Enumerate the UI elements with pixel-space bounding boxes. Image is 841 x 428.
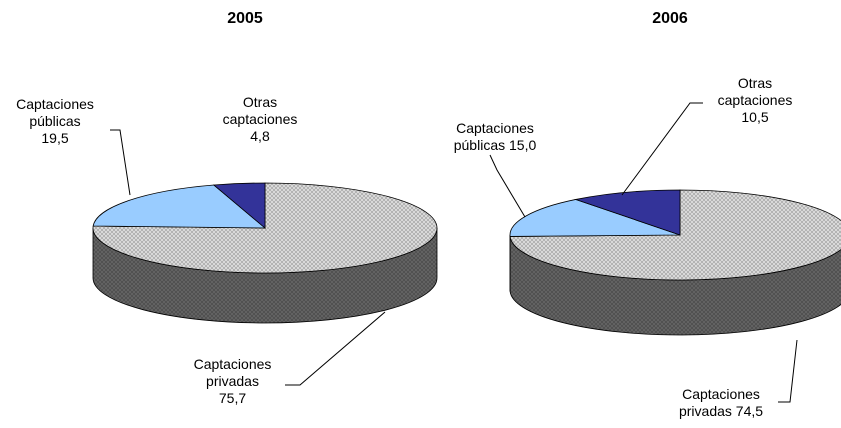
slice [574, 189, 681, 236]
slice [92, 184, 267, 229]
slice-label: Captaciones públicas 19,5 [5, 96, 105, 147]
category: Captaciones públicas [453, 120, 534, 153]
value-label: 75,7 [218, 390, 247, 406]
slice-label: Captaciones públicas 15,0 [440, 120, 550, 154]
chart-title: 2006 [652, 10, 688, 27]
category: Otras captaciones [717, 75, 793, 108]
slice-side-pattern [510, 236, 841, 335]
slice [212, 182, 266, 229]
slice-label: Captaciones privadas 74,5 [665, 386, 777, 420]
category: Otras captaciones [222, 94, 298, 127]
value-label: 4,8 [250, 128, 270, 144]
value-label: 74,5 [735, 403, 764, 419]
slice-pattern [510, 190, 841, 280]
leader-line [285, 311, 386, 386]
slice [509, 199, 681, 237]
value-label: 10,5 [741, 109, 769, 125]
slice-label: Otras captaciones 10,5 [705, 75, 805, 126]
category: Captaciones públicas [16, 96, 94, 129]
leader-line [110, 129, 131, 196]
slice-side-pattern [93, 228, 437, 323]
category: Captaciones privadas [678, 386, 760, 419]
pies [92, 182, 841, 336]
value-label: 19,5 [41, 130, 69, 146]
leader-line [489, 154, 526, 218]
chart-title: 2005 [227, 10, 263, 27]
leader-line [778, 339, 798, 403]
leader-line [621, 102, 703, 196]
category: Captaciones privadas [193, 356, 272, 389]
slice-label: Otras captaciones 4,8 [210, 94, 310, 145]
slice-label: Captaciones privadas 75,7 [185, 356, 280, 407]
value-label: 15,0 [509, 137, 537, 153]
